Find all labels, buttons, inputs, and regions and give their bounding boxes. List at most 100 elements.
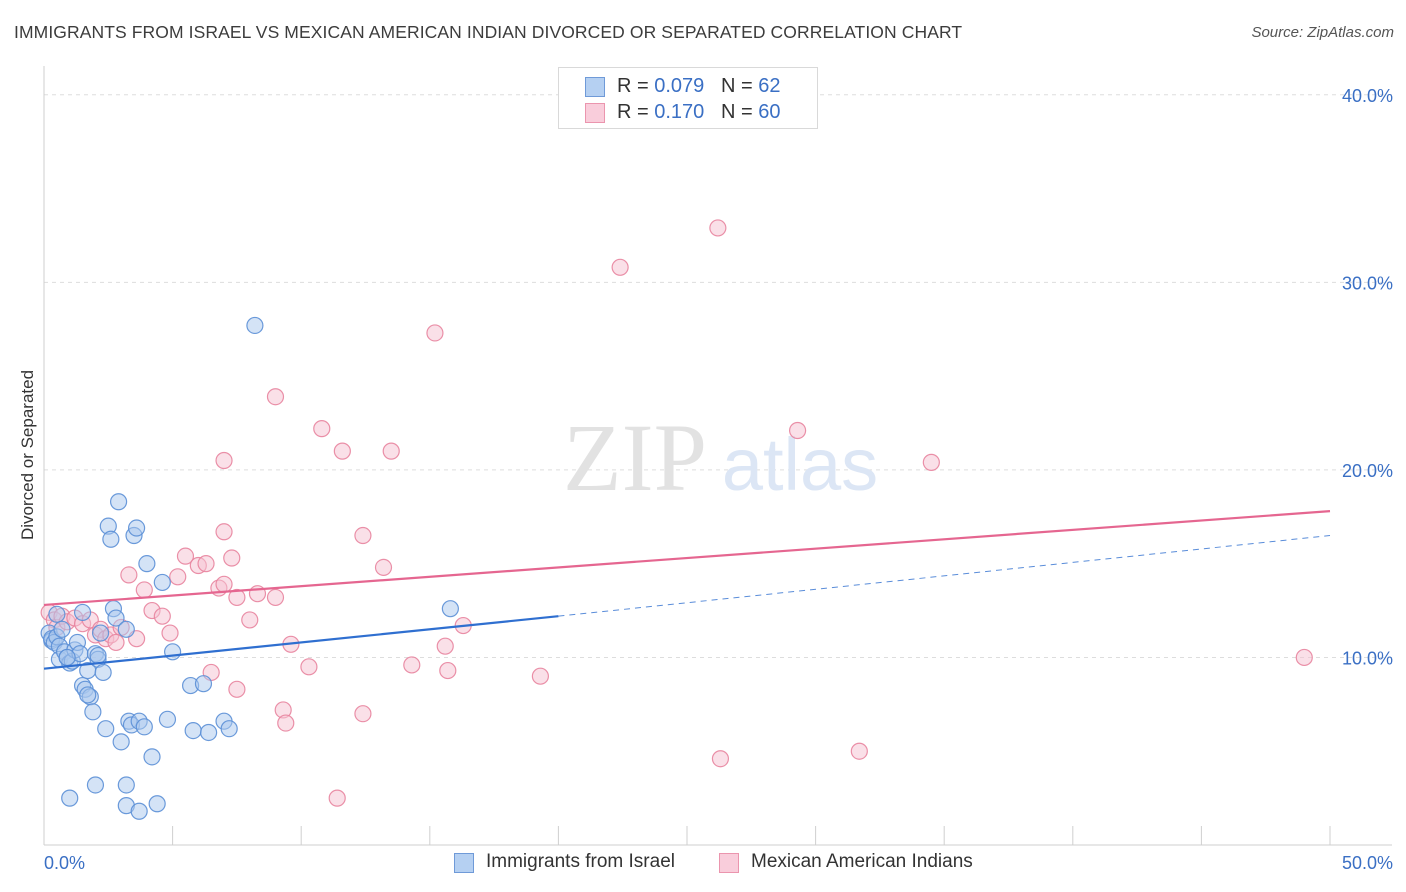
x-tick-label: 0.0% <box>44 853 85 873</box>
legend-r-label: R = <box>617 75 655 97</box>
mexican-american-indian-point <box>850 742 868 760</box>
mexican-american-indian-point <box>169 568 187 586</box>
mexican-american-indian-point <box>161 624 179 642</box>
legend-swatch-pink <box>719 853 739 873</box>
israel-point <box>53 620 71 638</box>
mexican-american-indian-point <box>709 219 727 237</box>
x-tick-label: 50.0% <box>1342 853 1393 873</box>
mexican-american-indian-point <box>266 588 285 607</box>
israel-point <box>117 776 135 794</box>
israel-point <box>138 555 156 573</box>
israel-point <box>109 493 128 511</box>
y-tick-label: 20.0% <box>1342 461 1393 481</box>
israel-point <box>94 663 112 682</box>
mexican-american-indian-point <box>153 607 171 625</box>
israel-trend-line <box>43 615 559 670</box>
mexican-american-indian-point <box>215 451 233 470</box>
israel-point <box>200 723 218 742</box>
mexican-american-indian-point <box>107 633 125 652</box>
mexican-american-indian-point <box>228 680 246 698</box>
mexican-american-indian-point <box>354 526 372 545</box>
legend-n-value: 62 <box>758 75 781 97</box>
legend-n-label: N = <box>720 101 759 123</box>
israel-point <box>184 721 202 740</box>
grid-lines <box>44 94 1392 658</box>
watermark: ZIP atlas <box>563 404 878 511</box>
israel-point <box>84 703 102 721</box>
mexican-american-indian-point <box>1295 648 1313 667</box>
mexican-american-indian-point <box>436 637 454 655</box>
israel-point <box>246 316 264 335</box>
legend-swatch-blue <box>454 853 474 873</box>
mexican-american-indian-point <box>277 714 295 732</box>
trend-lines <box>43 510 1331 670</box>
israel-point <box>48 605 66 623</box>
legend-n-label: N = <box>720 75 759 97</box>
mexican-american-indian-point <box>135 581 153 599</box>
mexican-american-indian-point <box>403 656 421 674</box>
mexican-american-indian-point <box>922 453 940 471</box>
israel-point <box>441 600 459 618</box>
israel-point <box>117 620 135 638</box>
legend-n-value: 60 <box>758 101 781 123</box>
israel-point <box>153 573 171 592</box>
source-label: Source: ZipAtlas.com <box>1251 24 1394 41</box>
tick-labels: 10.0% 20.0% 30.0% 40.0% 0.0% 50.0% <box>44 86 1393 873</box>
israel-point <box>91 624 110 642</box>
israel-point <box>79 686 97 704</box>
watermark-zip: ZIP <box>563 404 707 511</box>
mexican-american-indian-point <box>215 575 233 593</box>
israel-point <box>89 646 107 665</box>
israel-trend-extension <box>558 535 1331 617</box>
mexican-american-indian-point <box>313 420 331 438</box>
mexican-american-indian-point <box>426 324 444 342</box>
legend-r-value: 0.079 <box>654 75 705 97</box>
mexican-american-indian-point <box>215 523 233 541</box>
israel-point <box>58 648 76 667</box>
israel-point <box>130 802 148 820</box>
chart-title: IMMIGRANTS FROM ISRAEL VS MEXICAN AMERIC… <box>14 22 963 42</box>
legend-bottom: Immigrants from Israel Mexican American … <box>0 850 1406 878</box>
legend-swatch-blue <box>585 77 605 97</box>
data-points <box>40 219 1313 820</box>
israel-point <box>61 789 79 807</box>
mexican-american-indian-point <box>223 549 241 567</box>
mexican-american-indian-point <box>531 667 549 685</box>
mexican-american-indian-point <box>266 388 285 406</box>
mexican-american-indian-point <box>228 588 246 607</box>
israel-point <box>127 519 146 537</box>
israel-point <box>164 643 182 661</box>
israel-point <box>97 720 115 738</box>
israel-point <box>73 603 92 622</box>
mexican-american-indian-trend-line <box>43 510 1331 607</box>
legend-label-israel: Immigrants from Israel <box>486 851 675 872</box>
mexican-american-indian-point <box>788 421 807 440</box>
y-tick-label: 40.0% <box>1342 86 1393 106</box>
israel-point <box>143 748 161 766</box>
israel-point <box>194 675 213 693</box>
mexican-american-indian-point <box>711 750 730 768</box>
legend-top: R = 0.079 N = 62 R = 0.170 N = 60 <box>558 67 818 129</box>
israel-point <box>107 609 125 627</box>
mexican-american-indian-point <box>197 555 215 573</box>
legend-r-value: 0.170 <box>654 101 705 123</box>
mexican-american-indian-point <box>354 705 372 723</box>
israel-point <box>148 795 166 813</box>
israel-point <box>220 720 238 738</box>
y-tick-label: 30.0% <box>1342 273 1393 293</box>
mexican-american-indian-point <box>328 789 346 807</box>
israel-point <box>135 718 153 736</box>
mexican-american-indian-point <box>176 547 195 565</box>
mexican-american-indian-point <box>374 558 393 577</box>
legend-label-mexican-american-indians: Mexican American Indians <box>751 851 973 872</box>
mexican-american-indian-point <box>241 611 259 629</box>
mexican-american-indian-point <box>120 566 138 584</box>
mexican-american-indian-point <box>611 258 629 276</box>
mexican-american-indian-point <box>439 661 457 680</box>
legend-r-label: R = <box>617 101 655 123</box>
mexican-american-indian-point <box>382 442 400 460</box>
y-tick-label: 10.0% <box>1342 648 1393 668</box>
israel-point <box>102 530 120 548</box>
israel-point <box>86 776 105 794</box>
